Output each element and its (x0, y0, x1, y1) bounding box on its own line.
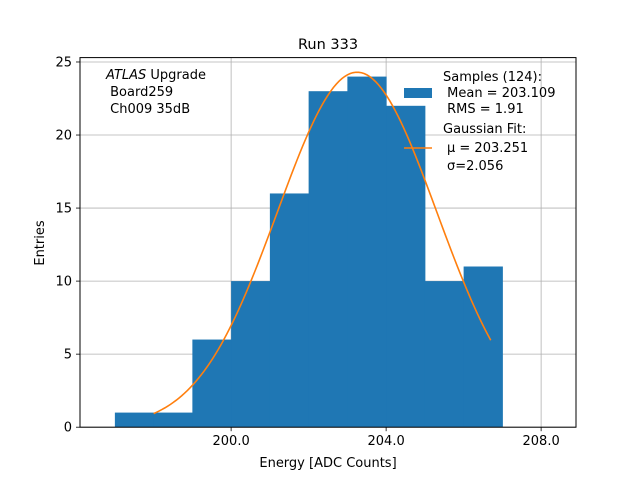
histogram-bar (231, 281, 271, 428)
svg-text:ATLAS Upgrade: ATLAS Upgrade (105, 68, 206, 83)
histogram-bar (192, 339, 232, 428)
legend-bar-swatch (404, 88, 432, 98)
annotation-channel: Ch009 35dB (106, 102, 190, 117)
gaussian-fit (153, 71, 492, 415)
x-tick-label: 200.0 (213, 434, 250, 449)
annotation-atlas: ATLAS (105, 68, 146, 83)
legend-mu: μ = 203.251 (447, 141, 528, 156)
y-tick-label: 0 (64, 421, 72, 436)
histogram-bars (114, 76, 503, 428)
annotation-board: Board259 (106, 85, 173, 100)
legend-fit-title: Gaussian Fit: (443, 122, 526, 137)
annotation-text: ATLAS Upgrade Board259 Ch009 35dB (105, 68, 206, 117)
legend-sigma: σ=2.056 (447, 159, 503, 174)
x-axis-label: Energy [ADC Counts] (259, 456, 396, 471)
chart-title: Run 333 (298, 37, 358, 53)
legend: Samples (124): Mean = 203.109 RMS = 1.91… (404, 70, 555, 174)
histogram-bar (424, 281, 465, 428)
legend-rms: RMS = 1.91 (443, 102, 524, 117)
y-tick-label: 10 (55, 275, 72, 290)
fit-curve (153, 71, 492, 415)
histogram-bar (114, 412, 155, 428)
legend-mean: Mean = 203.109 (443, 86, 555, 101)
histogram-bar (308, 91, 348, 428)
histogram-bar (153, 412, 193, 428)
plot-frame (79, 57, 577, 428)
x-tick-label: 208.0 (523, 434, 560, 449)
y-tick-label: 25 (55, 55, 72, 70)
y-tick-label: 5 (64, 348, 72, 363)
y-tick-label: 15 (55, 202, 72, 217)
y-axis-label: Entries (33, 220, 48, 266)
histogram-bar (269, 193, 310, 428)
x-tick-label: 204.0 (368, 434, 405, 449)
histogram-bar (463, 266, 503, 428)
histogram-bar (347, 76, 387, 428)
legend-samples-title: Samples (124): (443, 70, 542, 85)
y-tick-label: 20 (55, 129, 72, 144)
histogram-bar (386, 105, 426, 428)
axis-ticks: 200.0 204.0 208.0 0 5 10 15 20 25 (55, 55, 559, 449)
annotation-upgrade: Upgrade (146, 68, 206, 83)
